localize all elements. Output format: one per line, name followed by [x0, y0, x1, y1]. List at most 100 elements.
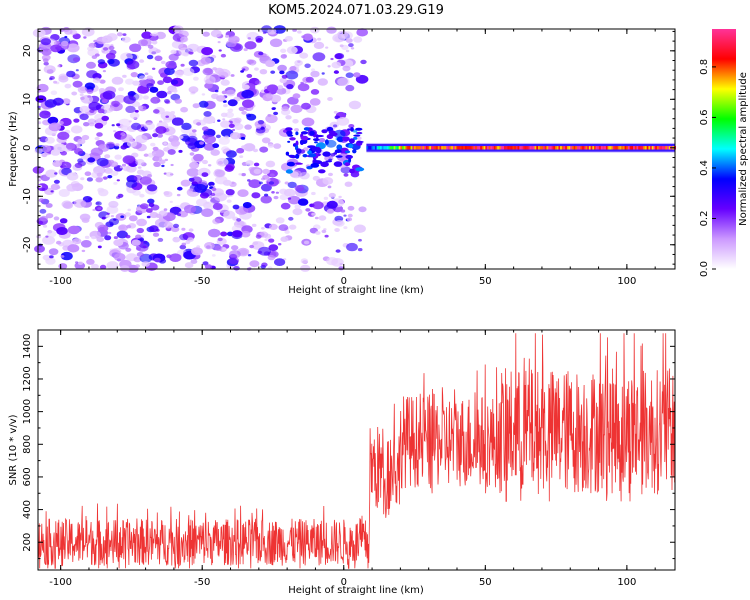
noise-blob [141, 261, 150, 267]
noise-blob [289, 66, 297, 71]
carrier-cell [464, 146, 467, 150]
noise-blob [336, 144, 343, 150]
noise-blob [336, 153, 349, 162]
noise-blob [301, 35, 306, 39]
noise-blob [208, 228, 221, 238]
noise-blob [310, 163, 320, 168]
noise-blob [294, 185, 305, 192]
noise-blob [88, 101, 101, 111]
carrier-cell [524, 146, 527, 150]
noise-blob [338, 195, 342, 199]
carrier-cell [621, 146, 624, 150]
noise-blob [143, 122, 155, 130]
noise-blob [292, 93, 301, 99]
noise-blob [180, 106, 189, 113]
noise-blob [269, 173, 275, 177]
carrier-cell [475, 146, 478, 150]
spectrogram-noise [32, 25, 369, 273]
carrier-cell [378, 146, 381, 150]
carrier-cell [597, 146, 600, 150]
noise-blob [146, 215, 151, 219]
carrier-cell [505, 146, 508, 150]
noise-blob [357, 248, 363, 252]
noise-blob [103, 47, 109, 51]
noise-blob [356, 131, 363, 135]
noise-blob [115, 143, 120, 147]
noise-blob [348, 143, 354, 149]
carrier-cell [555, 146, 558, 150]
noise-blob [201, 208, 214, 217]
noise-blob [107, 175, 113, 179]
noise-blob [210, 29, 222, 38]
noise-blob [227, 108, 234, 113]
noise-blob [222, 118, 226, 121]
noise-blob [169, 206, 182, 215]
carrier-cell [442, 146, 445, 150]
noise-blob [333, 129, 346, 139]
noise-blob [217, 41, 221, 44]
carrier-cell [441, 146, 444, 150]
noise-blob [75, 69, 79, 72]
noise-blob [186, 168, 200, 177]
noise-blob [50, 183, 60, 191]
noise-blob [201, 126, 209, 132]
noise-blob [260, 195, 272, 204]
carrier-cell [575, 146, 578, 150]
carrier-cell [611, 146, 614, 150]
carrier-cell [605, 146, 608, 150]
carrier-cell [420, 146, 423, 150]
noise-blob [267, 143, 275, 148]
noise-blob [203, 115, 216, 124]
noise-blob [182, 67, 195, 77]
noise-blob [150, 96, 161, 104]
noise-blob [154, 55, 163, 62]
carrier-cell [515, 146, 518, 150]
noise-blob [334, 149, 342, 154]
noise-blob [97, 59, 106, 65]
noise-blob [275, 217, 285, 224]
noise-blob [249, 260, 260, 268]
carrier-cell [553, 146, 556, 150]
noise-blob [129, 112, 140, 119]
colorbar-tick-label: 0.2 [699, 211, 710, 227]
noise-blob [201, 47, 214, 56]
noise-blob [349, 168, 355, 174]
noise-blob [126, 60, 140, 70]
noise-blob [162, 76, 173, 84]
noise-blob [181, 242, 187, 246]
noise-blob [353, 36, 363, 43]
noise-blob [94, 221, 104, 229]
noise-blob [150, 142, 156, 147]
noise-blob [221, 146, 230, 152]
noise-blob [203, 111, 212, 117]
carrier-cell [374, 146, 377, 150]
noise-blob [42, 224, 48, 228]
noise-blob [273, 195, 279, 200]
carrier-cell [368, 146, 371, 150]
carrier-cell [532, 146, 535, 150]
noise-blob [72, 80, 83, 88]
noise-blob [60, 164, 66, 168]
noise-blob [333, 110, 338, 114]
noise-blob [113, 181, 118, 185]
carrier-cell [369, 146, 372, 150]
spectrogram-y-label: Frequency (Hz) [8, 111, 19, 187]
noise-blob [209, 196, 213, 199]
carrier-cell [585, 146, 588, 150]
carrier-cell [527, 146, 530, 150]
carrier-cell [587, 146, 590, 150]
noise-blob [179, 134, 190, 141]
noise-blob [189, 161, 200, 169]
noise-blob [326, 257, 338, 266]
noise-blob [288, 195, 301, 205]
noise-blob [164, 158, 169, 162]
x-tick-label: 0 [341, 577, 347, 588]
noise-blob [204, 82, 213, 89]
noise-blob [304, 63, 311, 69]
noise-blob [321, 229, 327, 234]
snr-x-ticks: -100 -50 0 50 100 [49, 330, 656, 588]
carrier-cell [514, 146, 517, 150]
noise-blob [108, 107, 115, 112]
noise-blob [287, 181, 297, 189]
noise-blob [265, 114, 278, 124]
